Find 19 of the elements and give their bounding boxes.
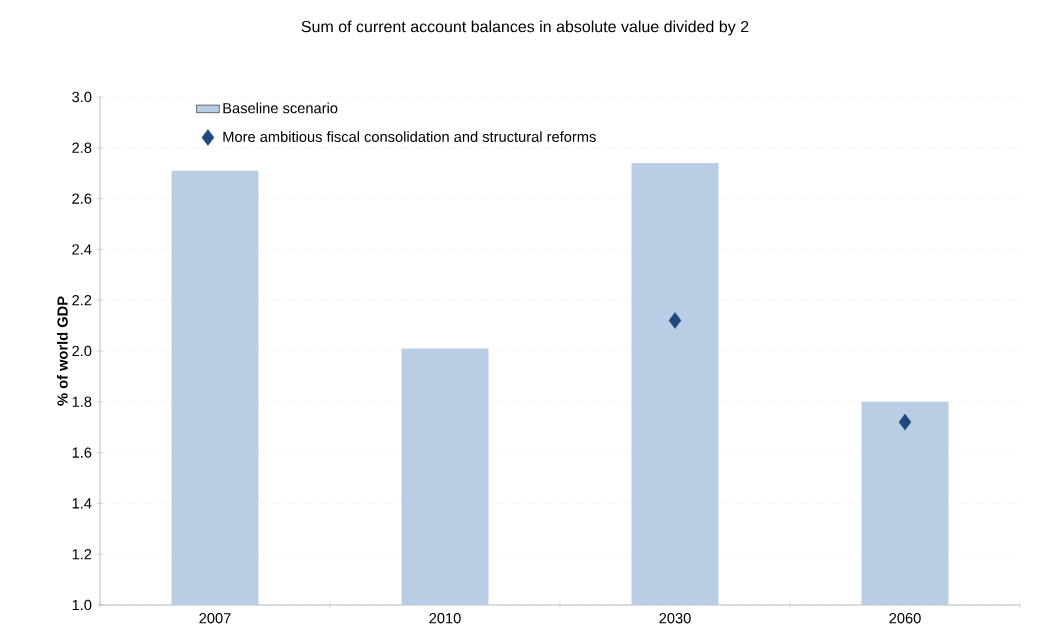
x-tick-label: 2010 xyxy=(429,613,461,624)
y-tick-label: 2.6 xyxy=(72,193,92,204)
x-tick-label: 2030 xyxy=(659,613,691,624)
y-tick-label: 1.6 xyxy=(72,447,92,458)
y-tick-label: 2.8 xyxy=(72,142,92,153)
y-axis-title: % of world GDP xyxy=(56,296,68,406)
y-tick-label: 1.8 xyxy=(72,396,92,407)
legend-label: More ambitious fiscal consolidation and structural reforms xyxy=(223,131,596,142)
y-tick-label: 1.0 xyxy=(72,599,92,611)
legend-label: Baseline scenario xyxy=(223,102,338,114)
x-tick-label: 2007 xyxy=(199,613,231,624)
y-tick-label: 1.4 xyxy=(72,498,92,509)
y-tick-label: 2.4 xyxy=(72,244,92,255)
y-tick-label: 2.0 xyxy=(72,345,92,357)
chart-title: Sum of current account balances in absolute value divided by 2 xyxy=(301,20,749,36)
y-tick-label: 1.2 xyxy=(72,549,92,560)
y-tick-label: 2.2 xyxy=(72,295,92,306)
x-tick-label: 2060 xyxy=(889,613,921,624)
y-tick-label: 3.0 xyxy=(72,91,92,103)
